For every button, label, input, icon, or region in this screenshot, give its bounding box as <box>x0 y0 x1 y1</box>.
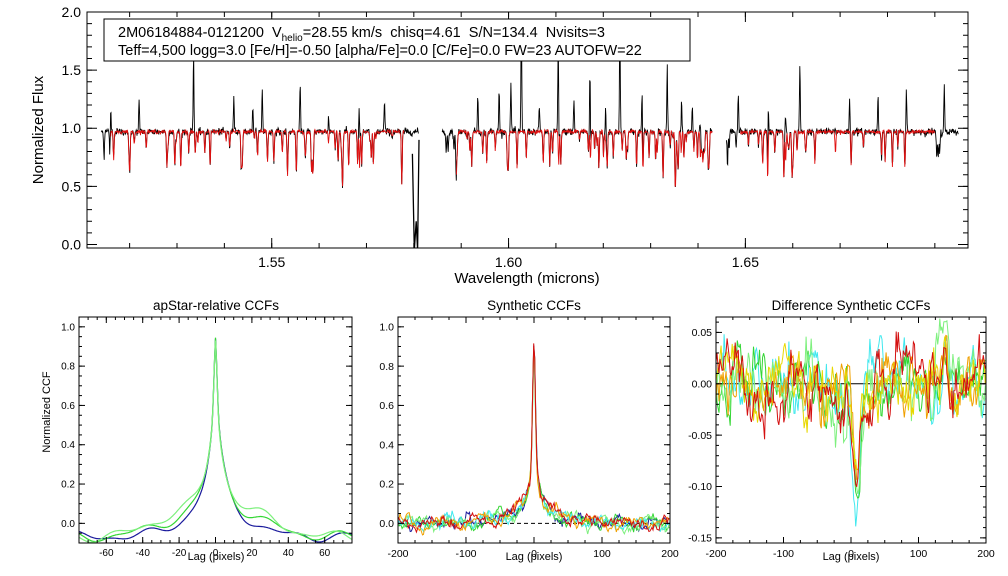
difference-ccf-ytick-label: 0.00 <box>692 378 713 390</box>
synthetic-ccf-ytick-label: 0.0 <box>379 518 394 530</box>
synthetic-ccf-panel: Synthetic CCFs -200 -100 0 100 200 0.0 0.2 0.4 0… <box>379 298 679 563</box>
synthetic-ccf-line-red <box>397 343 670 534</box>
apstar-ccf-line-green <box>78 337 353 543</box>
synthetic-ccf-title: Synthetic CCFs <box>487 298 581 313</box>
synthetic-ccf-ytick-label: 0.4 <box>379 439 394 451</box>
difference-ccf-xtick-label: 200 <box>977 548 995 560</box>
difference-ccf-xtick-label: -100 <box>773 548 794 560</box>
apstar-ccf-line-blue <box>78 338 353 543</box>
spectrum-info-box: 2M06184884-0121200 Vhelio=28.55 km/s chis… <box>103 18 691 62</box>
synthetic-ccf-xtick-label: 100 <box>593 548 611 560</box>
spectrum-y-axis-title: Normalized Flux <box>30 75 47 184</box>
apstar-ccf-xtick-label: 0 <box>213 548 219 559</box>
spectrum-ytick-label: 2.0 <box>62 4 82 20</box>
spectrum-series-layer <box>100 19 959 248</box>
info-box-frame <box>103 18 691 62</box>
spectrum-plot-frame <box>86 11 969 249</box>
apstar-ccf-ytick-label: 0.6 <box>61 401 75 412</box>
difference-ccf-xtick-label: -200 <box>705 548 726 560</box>
spectrum-ytick-label: 1.0 <box>62 120 82 136</box>
synthetic-ccf-ticks: -200 -100 0 100 200 0.0 0.2 0.4 0.6 0.8 1.0 <box>379 317 679 560</box>
synthetic-ccf-xtick-label: -200 <box>387 548 408 560</box>
apstar-ccf-y-axis-title: Normalized CCF <box>41 371 53 453</box>
synthetic-ccf-ytick-label: 0.8 <box>379 361 394 373</box>
v-helio-subscript: helio <box>282 33 304 44</box>
apstar-ccf-xtick-label: -40 <box>135 548 150 559</box>
difference-ccf-line-green <box>716 340 986 500</box>
difference-ccf-xtick-label: 0 <box>848 548 854 560</box>
difference-ccf-ytick-label: -0.15 <box>688 533 712 545</box>
difference-ccf-title: Difference Synthetic CCFs <box>772 298 931 313</box>
observed-spectrum-chip-1 <box>100 56 419 189</box>
synthetic-ccf-xtick-label: 200 <box>661 548 679 560</box>
synthetic-ccf-ytick-label: 0.6 <box>379 400 394 412</box>
apstar-ccf-ticks: -60 -40 -20 0 20 40 60 0.0 0.2 0.4 0.6 0.8 1.0 <box>61 317 353 559</box>
apstar-ccf-x-axis-title: Lag (pixels) <box>188 551 245 563</box>
spectrum-ticks: 1.55 1.60 1.65 0.0 0.5 1.0 1.5 2.0 <box>62 4 968 270</box>
apstar-ccf-line-light_green <box>78 340 353 544</box>
spectrum-clip-group <box>100 19 959 248</box>
difference-ccf-panel: Difference Synthetic CCFs -200 -100 0 100 20… <box>688 298 995 563</box>
observed-dropout-feature <box>411 139 420 248</box>
apstar-ccf-title: apStar-relative CCFs <box>153 298 279 313</box>
difference-ccf-ytick-label: 0.05 <box>692 327 713 339</box>
info-line-1: 2M06184884-0121200 Vhelio=28.55 km/s chis… <box>118 25 605 44</box>
apstar-ccf-ytick-label: 0.0 <box>61 519 75 530</box>
spectrum-x-axis-title: Wavelength (microns) <box>454 270 599 287</box>
synthetic-ccf-xtick-label: -100 <box>455 548 476 560</box>
difference-ccf-ytick-label: -0.05 <box>688 430 712 442</box>
apstar-ccf-panel: apStar-relative CCFs -60 -40 -20 0 20 40 60 0.0… <box>41 298 353 563</box>
difference-ccf-ticks: -200 -100 0 100 200 -0.15 -0.10 -0.05 0.00 0.05 <box>688 317 995 560</box>
spectrum-xtick-label: 1.60 <box>495 254 522 270</box>
synthetic-ccf-x-axis-title: Lag (pixels) <box>506 551 563 563</box>
apstar-ccf-xtick-label: 20 <box>246 548 258 559</box>
model-spectrum-chip-3 <box>740 128 936 178</box>
apstar-ccf-xtick-label: -20 <box>172 548 187 559</box>
apstar-ccf-xtick-label: 60 <box>319 548 331 559</box>
apstar-ccf-xtick-label: 40 <box>283 548 295 559</box>
synthetic-ccf-series-layer <box>397 343 670 536</box>
info-line-2: Teff=4,500 logg=3.0 [Fe/H]=-0.50 [alpha/… <box>118 43 642 59</box>
difference-ccf-series-layer <box>716 318 986 527</box>
difference-ccf-ytick-label: -0.10 <box>688 481 712 493</box>
synthetic-ccf-ytick-label: 0.2 <box>379 479 394 491</box>
apstar-ccf-ytick-label: 0.8 <box>61 362 75 373</box>
apstar-ccf-ytick-label: 0.4 <box>61 440 75 451</box>
apstar-ccf-ytick-label: 1.0 <box>61 322 75 333</box>
v-helio-value: =28.55 km/s chisq=4.61 S/N=134.4 Nvisits… <box>303 25 605 41</box>
spectrum-ytick-label: 1.5 <box>62 62 82 78</box>
spectrum-ytick-label: 0.5 <box>62 178 82 194</box>
difference-ccf-clip-group <box>716 318 986 527</box>
apstar-ccf-xtick-label: -60 <box>99 548 114 559</box>
spectrum-panel: 1.55 1.60 1.65 0.0 0.5 1.0 1.5 2.0 2M06184884-0… <box>30 4 969 287</box>
difference-ccf-x-axis-title: Lag (pixels) <box>823 551 880 563</box>
apstar-ccf-series-layer <box>78 337 353 544</box>
spectrum-ytick-label: 0.0 <box>62 236 82 252</box>
apstar-ccf-ytick-label: 0.2 <box>61 480 75 491</box>
difference-ccf-xtick-label: 100 <box>910 548 928 560</box>
observed-spectrum-chip-3 <box>725 66 959 179</box>
star-id: 2M06184884-0121200 <box>118 25 264 41</box>
v-helio-label: V <box>272 25 282 41</box>
difference-ccf-line-red <box>716 331 986 487</box>
spectrum-xtick-label: 1.55 <box>258 254 285 270</box>
synthetic-ccf-line-light_green <box>397 359 670 535</box>
synthetic-ccf-ytick-label: 1.0 <box>379 322 394 334</box>
model-spectrum-chip-2 <box>456 128 713 187</box>
spectrum-xtick-label: 1.65 <box>732 254 759 270</box>
model-spectrum-chip-1 <box>110 127 405 187</box>
synthetic-ccf-xtick-label: 0 <box>531 548 537 560</box>
